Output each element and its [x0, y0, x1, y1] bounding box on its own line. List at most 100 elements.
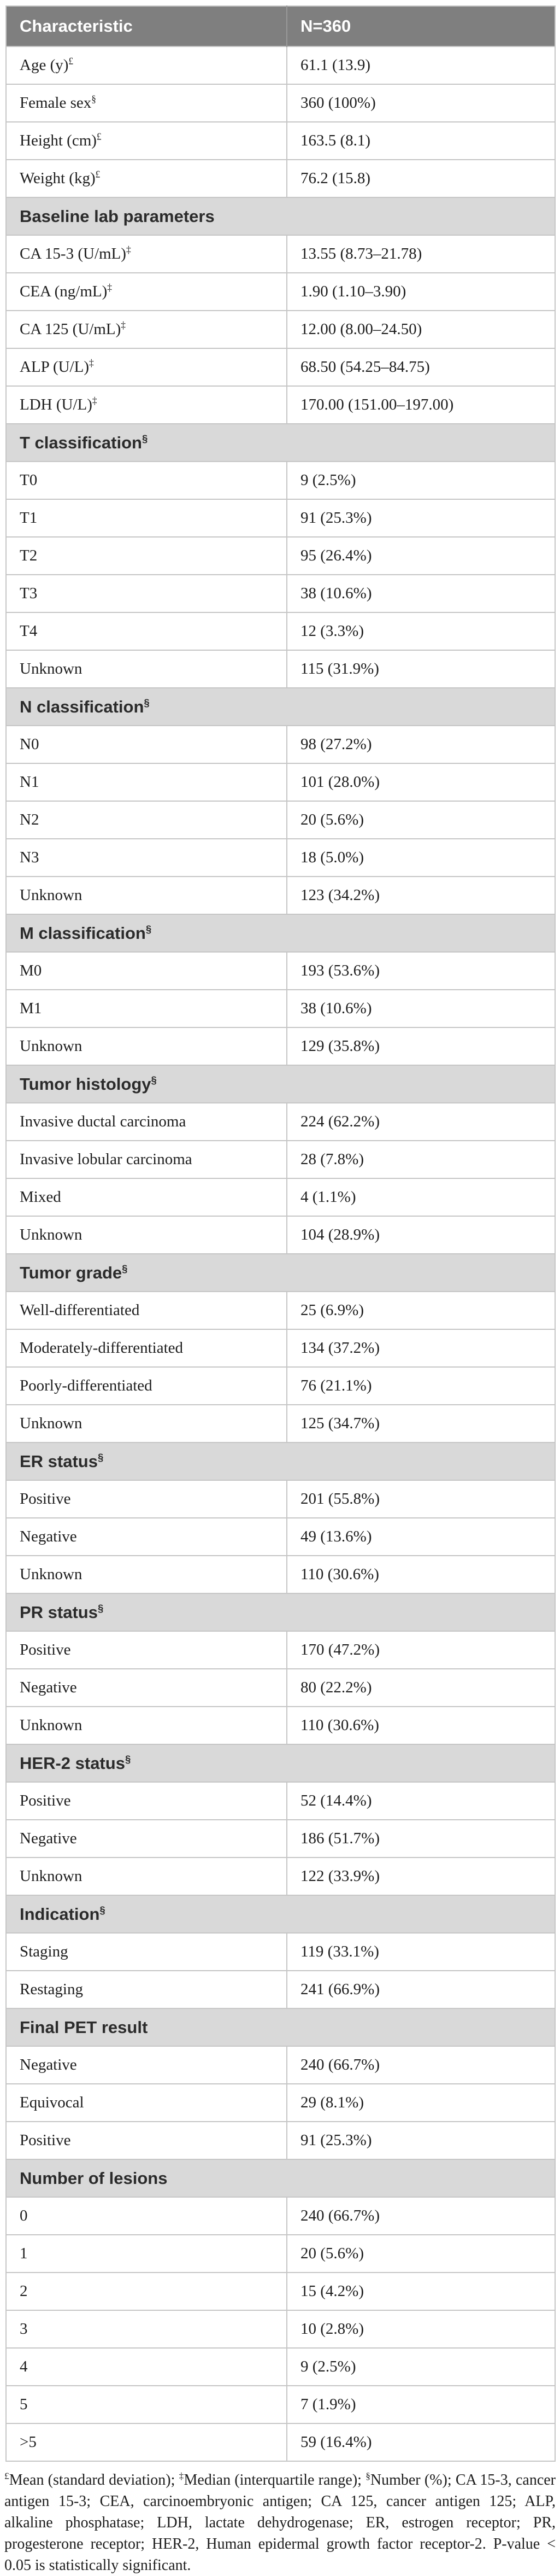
value-cell: 125 (34.7%): [286, 1404, 555, 1442]
table-row: Well-differentiated 25 (6.9%): [6, 1291, 555, 1329]
table-row: Negative 80 (22.2%): [6, 1668, 555, 1707]
characteristic-cell: 4: [6, 2347, 287, 2386]
section-header-row: HER-2 status§: [6, 1744, 555, 1782]
characteristic-cell: Negative: [6, 1819, 287, 1857]
value-cell: 104 (28.9%): [286, 1216, 555, 1254]
table-row: T1 91 (25.3%): [6, 499, 555, 537]
value-cell: 52 (14.4%): [286, 1781, 555, 1820]
section-header-row: Tumor grade§: [6, 1253, 555, 1292]
table-row: Unknown 110 (30.6%): [6, 1706, 555, 1744]
table-row: Poorly-differentiated 76 (21.1%): [6, 1366, 555, 1405]
value-cell: 129 (35.8%): [286, 1027, 555, 1065]
value-cell: 163.5 (8.1): [286, 121, 555, 160]
table-row: 0 240 (66.7%): [6, 2197, 555, 2235]
section-header-row: ER status§: [6, 1442, 555, 1480]
value-cell: 115 (31.9%): [286, 650, 555, 688]
characteristic-cell: Unknown: [6, 876, 287, 914]
characteristic-cell: Female sex§: [6, 84, 287, 122]
footnote-marker: ‡: [92, 395, 97, 406]
table-row: Age (y)£ 61.1 (13.9): [6, 46, 555, 84]
characteristic-cell: N3: [6, 838, 287, 877]
footnote-marker: ‡: [121, 319, 126, 331]
value-cell: 201 (55.8%): [286, 1480, 555, 1518]
patient-characteristics-table: Characteristic N=360 Age (y)£ 61.1 (13.9)…: [5, 5, 556, 2462]
table-row: Staging 119 (33.1%): [6, 1932, 555, 1971]
section-header-row: T classification§: [6, 423, 555, 462]
section-title: Baseline lab parameters: [6, 197, 555, 235]
footnote-marker: §: [144, 697, 150, 709]
value-cell: 38 (10.6%): [286, 574, 555, 612]
value-cell: 4 (1.1%): [286, 1178, 555, 1216]
table-row: Negative 240 (66.7%): [6, 2046, 555, 2084]
column-header-characteristic: Characteristic: [6, 6, 287, 46]
characteristic-cell: T2: [6, 536, 287, 575]
characteristic-cell: Age (y)£: [6, 46, 287, 84]
footnote-marker: §: [125, 1753, 131, 1765]
value-cell: 20 (5.6%): [286, 801, 555, 839]
characteristic-cell: Weight (kg)£: [6, 159, 287, 197]
footnote-marker: §: [97, 1602, 104, 1614]
table-row: T0 9 (2.5%): [6, 461, 555, 499]
value-cell: 38 (10.6%): [286, 989, 555, 1027]
table-row: Height (cm)£ 163.5 (8.1): [6, 121, 555, 160]
characteristic-cell: CA 125 (U/mL)‡: [6, 310, 287, 348]
value-cell: 12.00 (8.00–24.50): [286, 310, 555, 348]
characteristic-cell: Invasive lobular carcinoma: [6, 1140, 287, 1178]
section-title: HER-2 status§: [6, 1744, 555, 1782]
characteristic-cell: Invasive ductal carcinoma: [6, 1102, 287, 1141]
characteristic-cell: N2: [6, 801, 287, 839]
characteristic-cell: M1: [6, 989, 287, 1027]
characteristic-cell: Positive: [6, 2121, 287, 2159]
table-row: CA 125 (U/mL)‡ 12.00 (8.00–24.50): [6, 310, 555, 348]
table-row: Unknown 129 (35.8%): [6, 1027, 555, 1065]
characteristic-cell: Positive: [6, 1480, 287, 1518]
characteristic-cell: Unknown: [6, 1404, 287, 1442]
table-row: Positive 170 (47.2%): [6, 1631, 555, 1669]
table-row: T2 95 (26.4%): [6, 536, 555, 575]
characteristic-cell: CA 15-3 (U/mL)‡: [6, 235, 287, 273]
value-cell: 15 (4.2%): [286, 2272, 555, 2310]
header-row: Characteristic N=360: [6, 6, 555, 46]
characteristic-cell: Unknown: [6, 1857, 287, 1895]
value-cell: 9 (2.5%): [286, 2347, 555, 2386]
characteristic-cell: Staging: [6, 1932, 287, 1971]
value-cell: 119 (33.1%): [286, 1932, 555, 1971]
value-cell: 1.90 (1.10–3.90): [286, 272, 555, 311]
table-row: Restaging 241 (66.9%): [6, 1970, 555, 2008]
characteristic-cell: 1: [6, 2234, 287, 2273]
section-title: Tumor grade§: [6, 1253, 555, 1292]
table-header: Characteristic N=360: [6, 6, 555, 46]
value-cell: 241 (66.9%): [286, 1970, 555, 2008]
section-title: Final PET result: [6, 2008, 555, 2046]
section-title: ER status§: [6, 1442, 555, 1480]
value-cell: 80 (22.2%): [286, 1668, 555, 1707]
section-header-row: Tumor histology§: [6, 1065, 555, 1103]
value-cell: 7 (1.9%): [286, 2385, 555, 2423]
value-cell: 13.55 (8.73–21.78): [286, 235, 555, 273]
table-row: T4 12 (3.3%): [6, 612, 555, 650]
table-row: N1 101 (28.0%): [6, 763, 555, 801]
table-row: Equivocal 29 (8.1%): [6, 2083, 555, 2122]
value-cell: 170.00 (151.00–197.00): [286, 385, 555, 424]
value-cell: 25 (6.9%): [286, 1291, 555, 1329]
value-cell: 134 (37.2%): [286, 1329, 555, 1367]
table-row: Unknown 125 (34.7%): [6, 1404, 555, 1442]
characteristic-cell: Unknown: [6, 1706, 287, 1744]
footnote-marker: §: [122, 1263, 128, 1275]
value-cell: 68.50 (54.25–84.75): [286, 348, 555, 386]
table-row: Weight (kg)£ 76.2 (15.8): [6, 159, 555, 197]
value-cell: 98 (27.2%): [286, 725, 555, 763]
characteristic-cell: Moderately-differentiated: [6, 1329, 287, 1367]
footnote-marker: £: [95, 168, 101, 180]
footnote-marker: ‡: [179, 2470, 184, 2481]
table-row: LDH (U/L)‡ 170.00 (151.00–197.00): [6, 385, 555, 424]
characteristic-cell: Positive: [6, 1631, 287, 1669]
characteristic-cell: 2: [6, 2272, 287, 2310]
value-cell: 12 (3.3%): [286, 612, 555, 650]
section-header-row: Indication§: [6, 1895, 555, 1933]
value-cell: 123 (34.2%): [286, 876, 555, 914]
table-row: Invasive lobular carcinoma 28 (7.8%): [6, 1140, 555, 1178]
characteristic-cell: LDH (U/L)‡: [6, 385, 287, 424]
value-cell: 29 (8.1%): [286, 2083, 555, 2122]
characteristic-cell: Unknown: [6, 1555, 287, 1593]
